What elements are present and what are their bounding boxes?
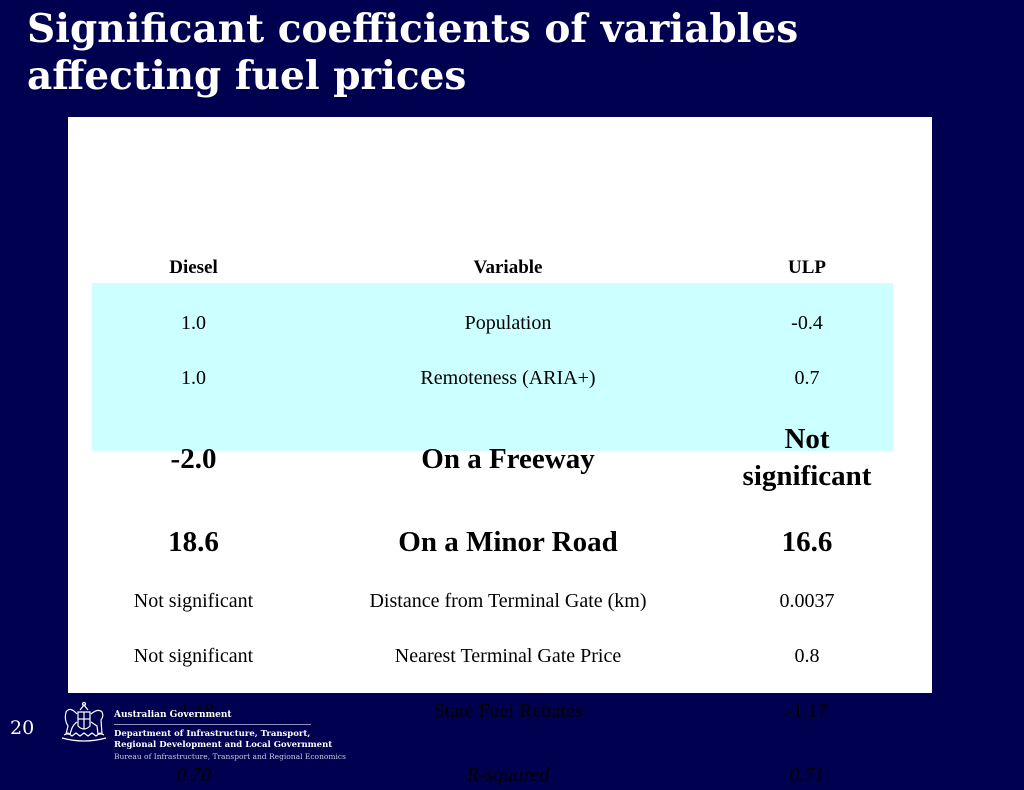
highlighted-rows-band <box>92 283 893 451</box>
table-cell-variable: Remoteness (ARIA+) <box>420 366 596 389</box>
table-cell-diesel: 1.0 <box>181 366 206 389</box>
table-cell-variable: R-squared <box>466 763 550 786</box>
table-cell-variable: Nearest Terminal Gate Price <box>394 644 622 667</box>
slide-title: Significant coefficients of variables af… <box>27 6 987 100</box>
table-cell-diesel: -1.18 <box>172 699 215 722</box>
divider <box>114 724 311 725</box>
slide-title-line-1: Significant coefficients of variables <box>27 6 799 52</box>
table-cell-variable: On a Freeway <box>421 442 595 475</box>
table-cell-ulp: 0.0037 <box>779 589 835 612</box>
table-cell-ulp: 0.8 <box>794 644 820 667</box>
table-cell-variable: On a Minor Road <box>398 525 618 558</box>
department-line-1: Department of Infrastructure, Transport, <box>114 729 311 739</box>
page-number: 20 <box>10 717 35 739</box>
table-cell-variable: Distance from Terminal Gate (km) <box>369 589 647 612</box>
table-cell-diesel: -2.0 <box>170 442 217 475</box>
bureau-name: Bureau of Infrastructure, Transport and … <box>114 752 346 761</box>
table-cell-ulp: 0.7 <box>794 366 820 389</box>
commonwealth-coat-of-arms-icon <box>61 701 107 742</box>
table-cell-ulp: -0.4 <box>791 311 823 334</box>
table-cell-ulp: Not significant <box>721 420 893 496</box>
ulp-line-1: Not <box>784 423 830 455</box>
ulp-line-2: significant <box>742 460 872 492</box>
slide-title-line-2: affecting fuel prices <box>27 53 467 99</box>
header-diesel: Diesel <box>169 257 218 278</box>
table-cell-ulp: 0.71 <box>789 763 825 786</box>
table-cell-variable: State Fuel Rebates <box>433 699 583 722</box>
header-variable: Variable <box>473 257 543 278</box>
government-name: Australian Government <box>114 710 232 720</box>
table-cell-variable: Population <box>464 311 552 334</box>
table-cell-diesel: Not significant <box>133 589 254 612</box>
table-cell-diesel: 18.6 <box>168 525 219 558</box>
table-cell-ulp: -1.17 <box>786 699 828 722</box>
table-cell-diesel: 1.0 <box>181 311 206 334</box>
government-branding: Australian Government Department of Infr… <box>114 710 346 762</box>
table-cell-diesel: 0.70 <box>176 763 211 786</box>
coefficients-table: Diesel Variable ULP 1.0 Population -0.4 … <box>68 117 932 786</box>
department-line-2: Regional Development and Local Governmen… <box>114 740 333 750</box>
header-ulp: ULP <box>788 257 826 278</box>
table-cell-diesel: Not significant <box>133 644 254 667</box>
table-cell-ulp: 16.6 <box>781 525 833 558</box>
